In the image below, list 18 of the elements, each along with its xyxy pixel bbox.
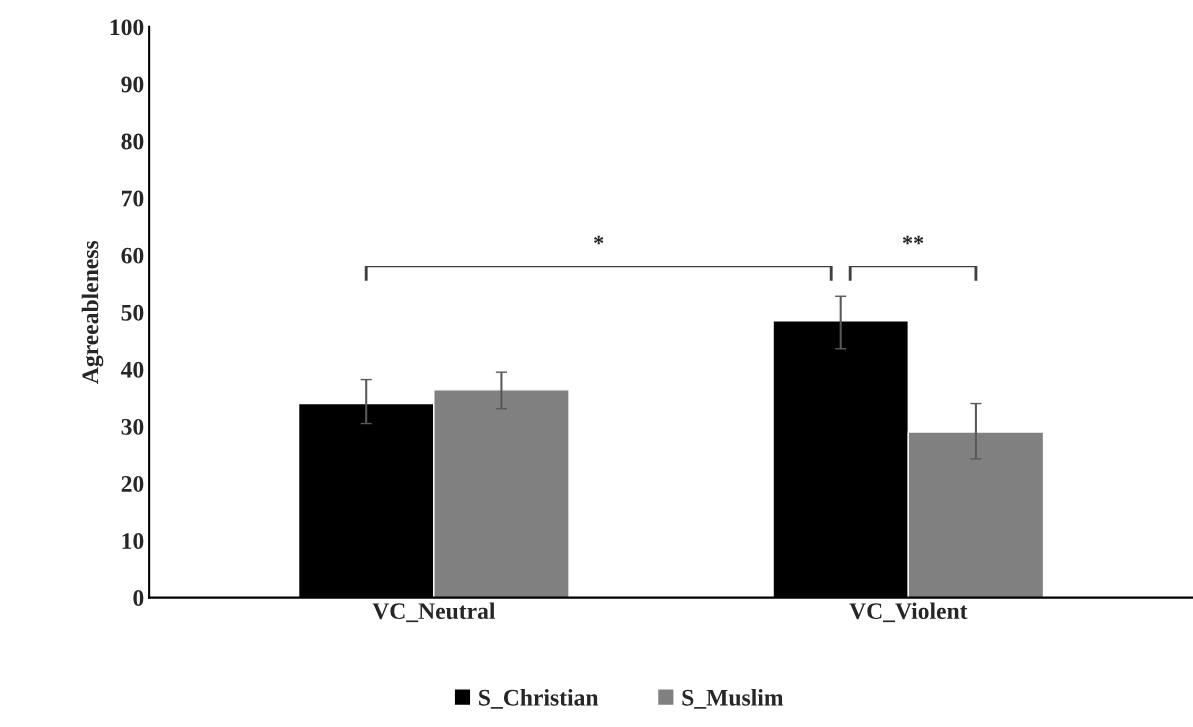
y-tick-label: 70 [122, 190, 144, 207]
annotation: ** [902, 235, 924, 245]
y-tick-label: 60 [121, 247, 144, 264]
y-tick-label: 50 [121, 304, 144, 321]
y-tick-label: 80 [121, 133, 144, 150]
legend-label: S_Christian [479, 689, 599, 709]
y-tick-label: 20 [121, 475, 144, 492]
legend-label: S_Muslim [682, 689, 784, 709]
x-tick-label: VC_Neutral [372, 602, 496, 623]
y-axis-title: Agreeableness [81, 240, 104, 384]
y-tick-label: 0 [133, 590, 144, 607]
annotation: * [594, 235, 604, 245]
y-tick-label: 10 [122, 533, 144, 549]
y-tick-label: 30 [121, 418, 144, 435]
y-tick-label: 100 [110, 19, 144, 36]
y-tick-label: 40 [120, 361, 144, 378]
x-tick-label: VC_Violent [849, 602, 968, 623]
y-tick-label: 90 [121, 76, 144, 93]
